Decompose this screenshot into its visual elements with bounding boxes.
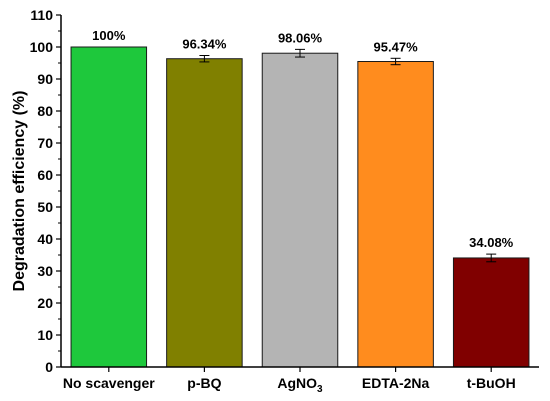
bar-4 xyxy=(452,257,530,368)
data-label-0: 100% xyxy=(92,28,126,43)
y-tick-label-8: 80 xyxy=(37,103,53,119)
x-tick-label-4: t-BuOH xyxy=(467,375,516,391)
data-label-1: 96.34% xyxy=(182,37,227,52)
data-label-2: 98.06% xyxy=(278,30,323,45)
y-tick-label-11: 110 xyxy=(30,7,53,23)
data-label-4: 34.08% xyxy=(469,235,514,250)
x-tick-label-0: No scavenger xyxy=(63,375,155,391)
bar-1 xyxy=(166,58,243,368)
data-labels-group: 100% 96.34% 98.06% 95.47% 34.08% xyxy=(92,28,514,250)
bars-group xyxy=(70,46,530,368)
error-bars-group xyxy=(199,48,497,263)
axes-group: 0 10 20 30 40 50 60 70 80 90 100 110 No scavenger p-B… xyxy=(30,7,539,395)
x-tick-label-3: EDTA-2Na xyxy=(362,375,430,391)
y-tick-label-9: 90 xyxy=(37,71,53,87)
bar-3 xyxy=(357,61,434,368)
x-tick-label-2: AgNO3 xyxy=(277,375,323,395)
y-tick-label-3: 30 xyxy=(37,263,53,279)
y-tick-label-0: 0 xyxy=(45,359,53,375)
y-tick-label-1: 10 xyxy=(37,327,53,343)
y-tick-label-6: 60 xyxy=(37,167,53,183)
y-tick-label-2: 20 xyxy=(37,295,53,311)
y-tick-label-10: 100 xyxy=(30,39,54,55)
bar-0 xyxy=(70,46,148,368)
y-tick-label-5: 50 xyxy=(37,199,53,215)
y-tick-label-7: 70 xyxy=(37,135,53,151)
data-label-3: 95.47% xyxy=(374,39,419,54)
x-tick-label-1: p-BQ xyxy=(187,375,221,391)
y-tick-label-4: 40 xyxy=(37,231,53,247)
bar-2 xyxy=(261,52,339,368)
y-axis-title: Degradation efficiency (%) xyxy=(11,91,28,292)
